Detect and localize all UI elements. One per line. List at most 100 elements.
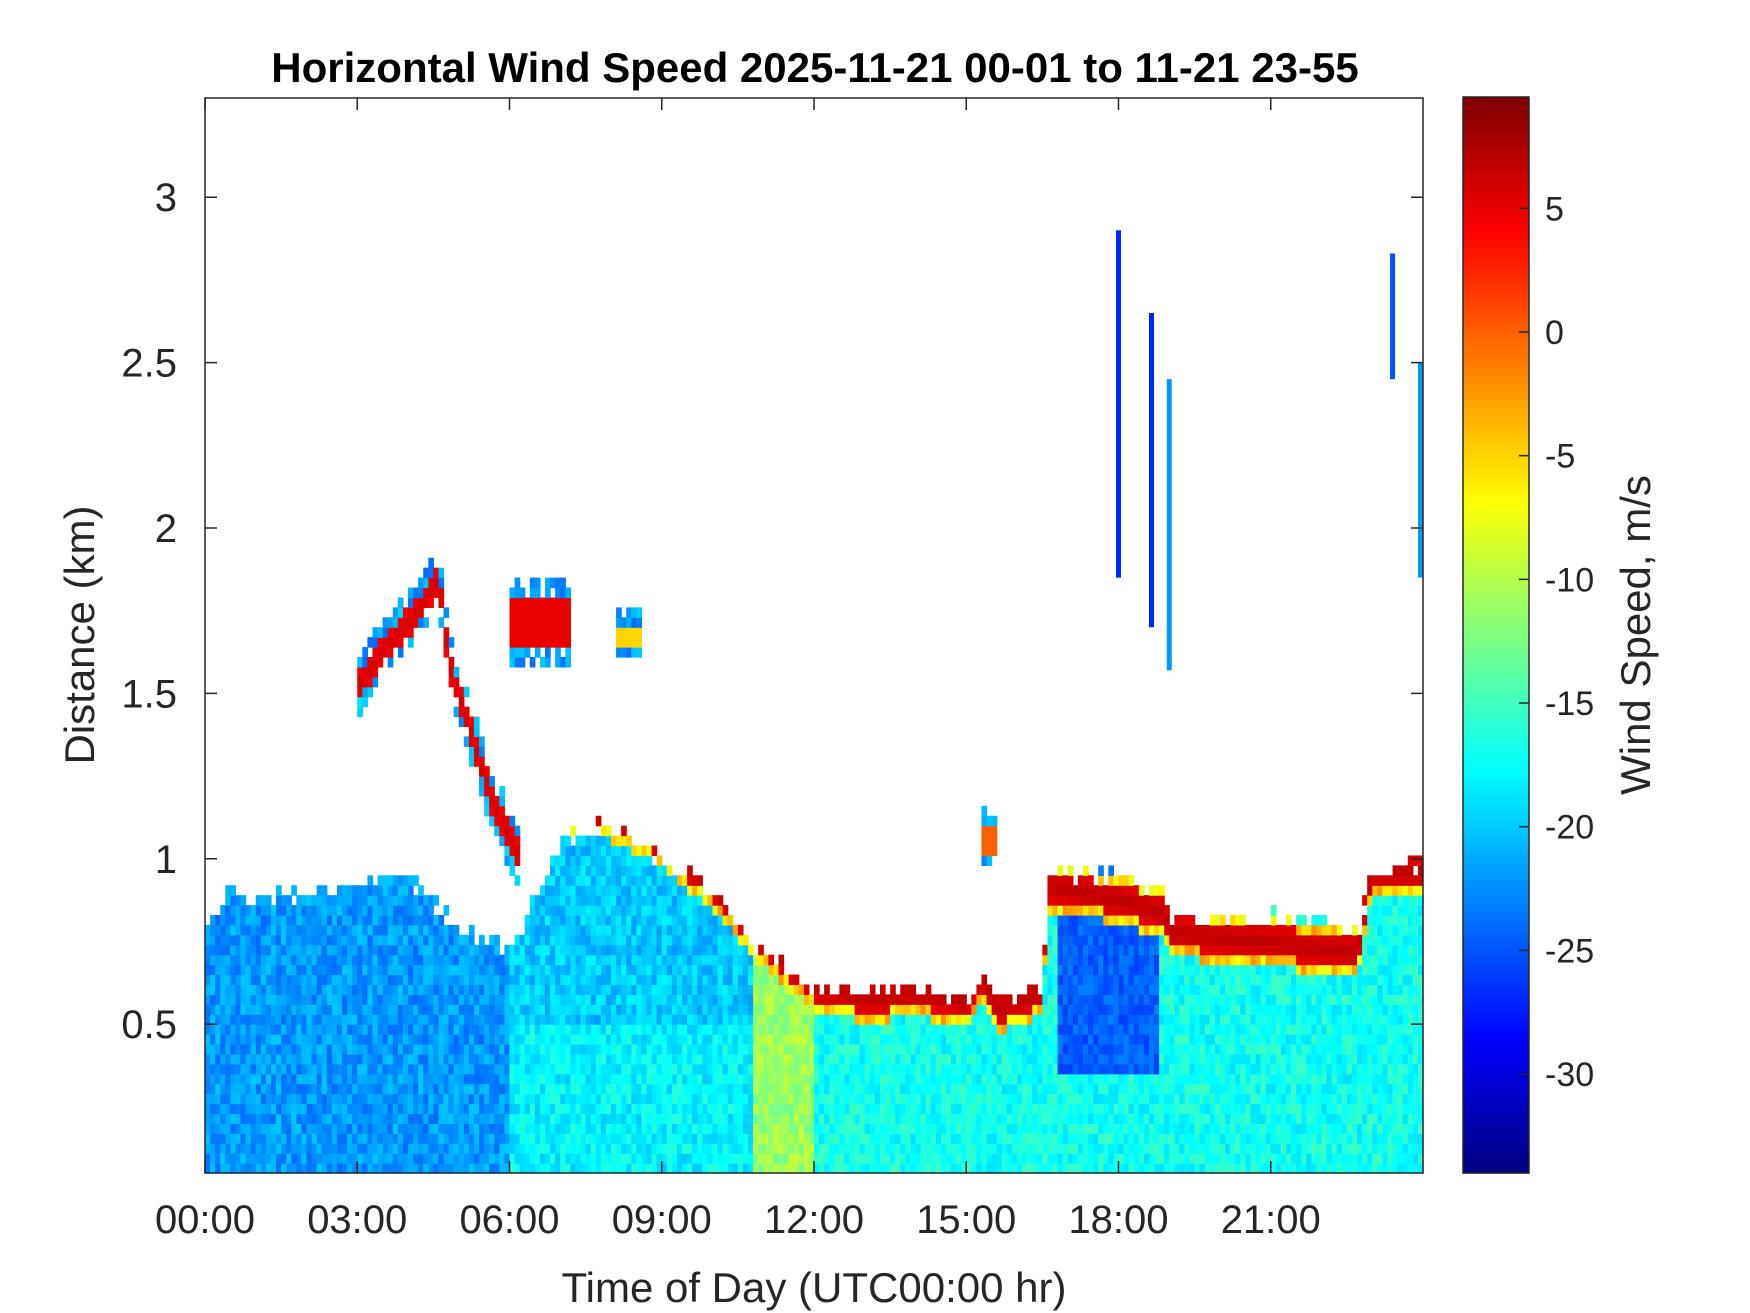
heatmap-cell — [834, 1044, 840, 1055]
heatmap-cell — [641, 845, 648, 857]
heatmap-cell — [646, 845, 653, 857]
heatmap-cell — [824, 1053, 830, 1065]
heatmap-cell — [453, 934, 460, 946]
heatmap-cell — [829, 1083, 835, 1095]
heatmap-cell — [1032, 1053, 1038, 1065]
heatmap-cell — [732, 1053, 739, 1065]
heatmap-cell — [682, 1093, 688, 1105]
heatmap-cell — [671, 964, 678, 976]
heatmap-cell — [910, 1103, 917, 1115]
heatmap-cell — [342, 994, 348, 1005]
heatmap-cell — [210, 1014, 216, 1025]
heatmap-cell — [1067, 865, 1074, 876]
heatmap-cell — [1088, 1113, 1094, 1124]
heatmap-cell — [321, 984, 328, 995]
heatmap-cell — [296, 1063, 303, 1075]
heatmap-cell — [438, 1143, 445, 1154]
heatmap-cell — [839, 1093, 846, 1105]
heatmap-cell — [286, 994, 292, 1005]
heatmap-cell — [463, 716, 470, 728]
heatmap-cell — [291, 1163, 297, 1174]
heatmap-cell — [326, 934, 333, 946]
heatmap-cell — [220, 915, 226, 926]
heatmap-cell — [539, 1093, 546, 1105]
heatmap-cell — [1088, 1024, 1094, 1035]
heatmap-cell — [321, 1113, 328, 1124]
heatmap-cell — [829, 1093, 835, 1105]
heatmap-cell — [712, 1004, 719, 1015]
heatmap-cell — [220, 954, 226, 966]
heatmap-cell — [621, 865, 627, 876]
heatmap-cell — [215, 994, 221, 1005]
heatmap-cell — [651, 1093, 658, 1105]
heatmap-cell — [1072, 885, 1079, 896]
heatmap-cell — [986, 1024, 993, 1035]
heatmap-cell — [225, 1014, 231, 1025]
heatmap-cell — [605, 875, 612, 886]
heatmap-cell — [935, 1163, 942, 1174]
heatmap-cell — [920, 994, 927, 1005]
heatmap-cell — [372, 1073, 379, 1085]
heatmap-cell — [301, 1143, 308, 1154]
heatmap-cell — [560, 924, 566, 936]
heatmap-cell — [702, 994, 709, 1005]
heatmap-cell — [230, 1103, 237, 1115]
heatmap-cell — [306, 934, 313, 946]
heatmap-cell — [1077, 984, 1084, 995]
heatmap-cell — [408, 1133, 414, 1144]
heatmap-cell — [1037, 1153, 1043, 1164]
heatmap-cell — [707, 1113, 714, 1124]
heatmap-cell — [1022, 1024, 1028, 1035]
heatmap-cell — [854, 1063, 861, 1075]
heatmap-cell — [215, 1083, 221, 1095]
heatmap-cell — [1052, 1123, 1059, 1134]
heatmap-cell — [839, 1143, 846, 1154]
heatmap-cell — [600, 885, 607, 896]
heatmap-cell — [387, 1133, 394, 1144]
heatmap-cell — [935, 1014, 942, 1025]
heatmap-cell — [428, 577, 434, 589]
heatmap-cell — [1072, 1113, 1079, 1124]
heatmap-cell — [210, 1044, 216, 1055]
heatmap-cell — [519, 1004, 526, 1015]
heatmap-cell — [255, 1113, 262, 1124]
heatmap-cell — [529, 637, 536, 648]
heatmap-cell — [798, 1063, 805, 1075]
heatmap-cell — [560, 885, 566, 896]
heatmap-cell — [529, 627, 536, 638]
heatmap-cell — [331, 1053, 338, 1065]
heatmap-cell — [626, 647, 632, 658]
heatmap-cell — [940, 1073, 947, 1085]
heatmap-cell — [479, 1143, 485, 1154]
heatmap-cell — [951, 1083, 957, 1095]
heatmap-cell — [682, 924, 688, 936]
heatmap-cell — [1118, 1153, 1125, 1164]
heatmap-cell — [321, 1103, 328, 1115]
heatmap-cell — [981, 845, 988, 857]
heatmap-cell — [1093, 934, 1099, 946]
heatmap-cell — [504, 835, 511, 847]
heatmap-cell — [342, 905, 348, 916]
heatmap-cell — [565, 974, 571, 986]
heatmap-cell — [555, 974, 561, 986]
heatmap-cell — [717, 1133, 724, 1144]
heatmap-cell — [235, 964, 242, 976]
heatmap-cell — [281, 1063, 287, 1075]
heatmap-cell — [1088, 944, 1094, 956]
heatmap-cell — [331, 984, 338, 995]
heatmap-cell — [1098, 1053, 1104, 1065]
heatmap-cell — [854, 1004, 861, 1015]
heatmap-cell — [763, 1014, 769, 1025]
heatmap-cell — [748, 1073, 754, 1085]
heatmap-cell — [956, 1083, 962, 1095]
heatmap-cell — [595, 895, 602, 906]
heatmap-cell — [702, 1024, 709, 1035]
heatmap-cell — [580, 964, 587, 976]
heatmap-cell — [631, 845, 637, 857]
heatmap-cell — [1098, 944, 1104, 956]
heatmap-cell — [499, 1004, 506, 1015]
heatmap-cell — [408, 1153, 414, 1164]
heatmap-cell — [215, 1004, 221, 1015]
heatmap-cell — [717, 944, 724, 956]
heatmap-cell — [885, 1034, 891, 1045]
